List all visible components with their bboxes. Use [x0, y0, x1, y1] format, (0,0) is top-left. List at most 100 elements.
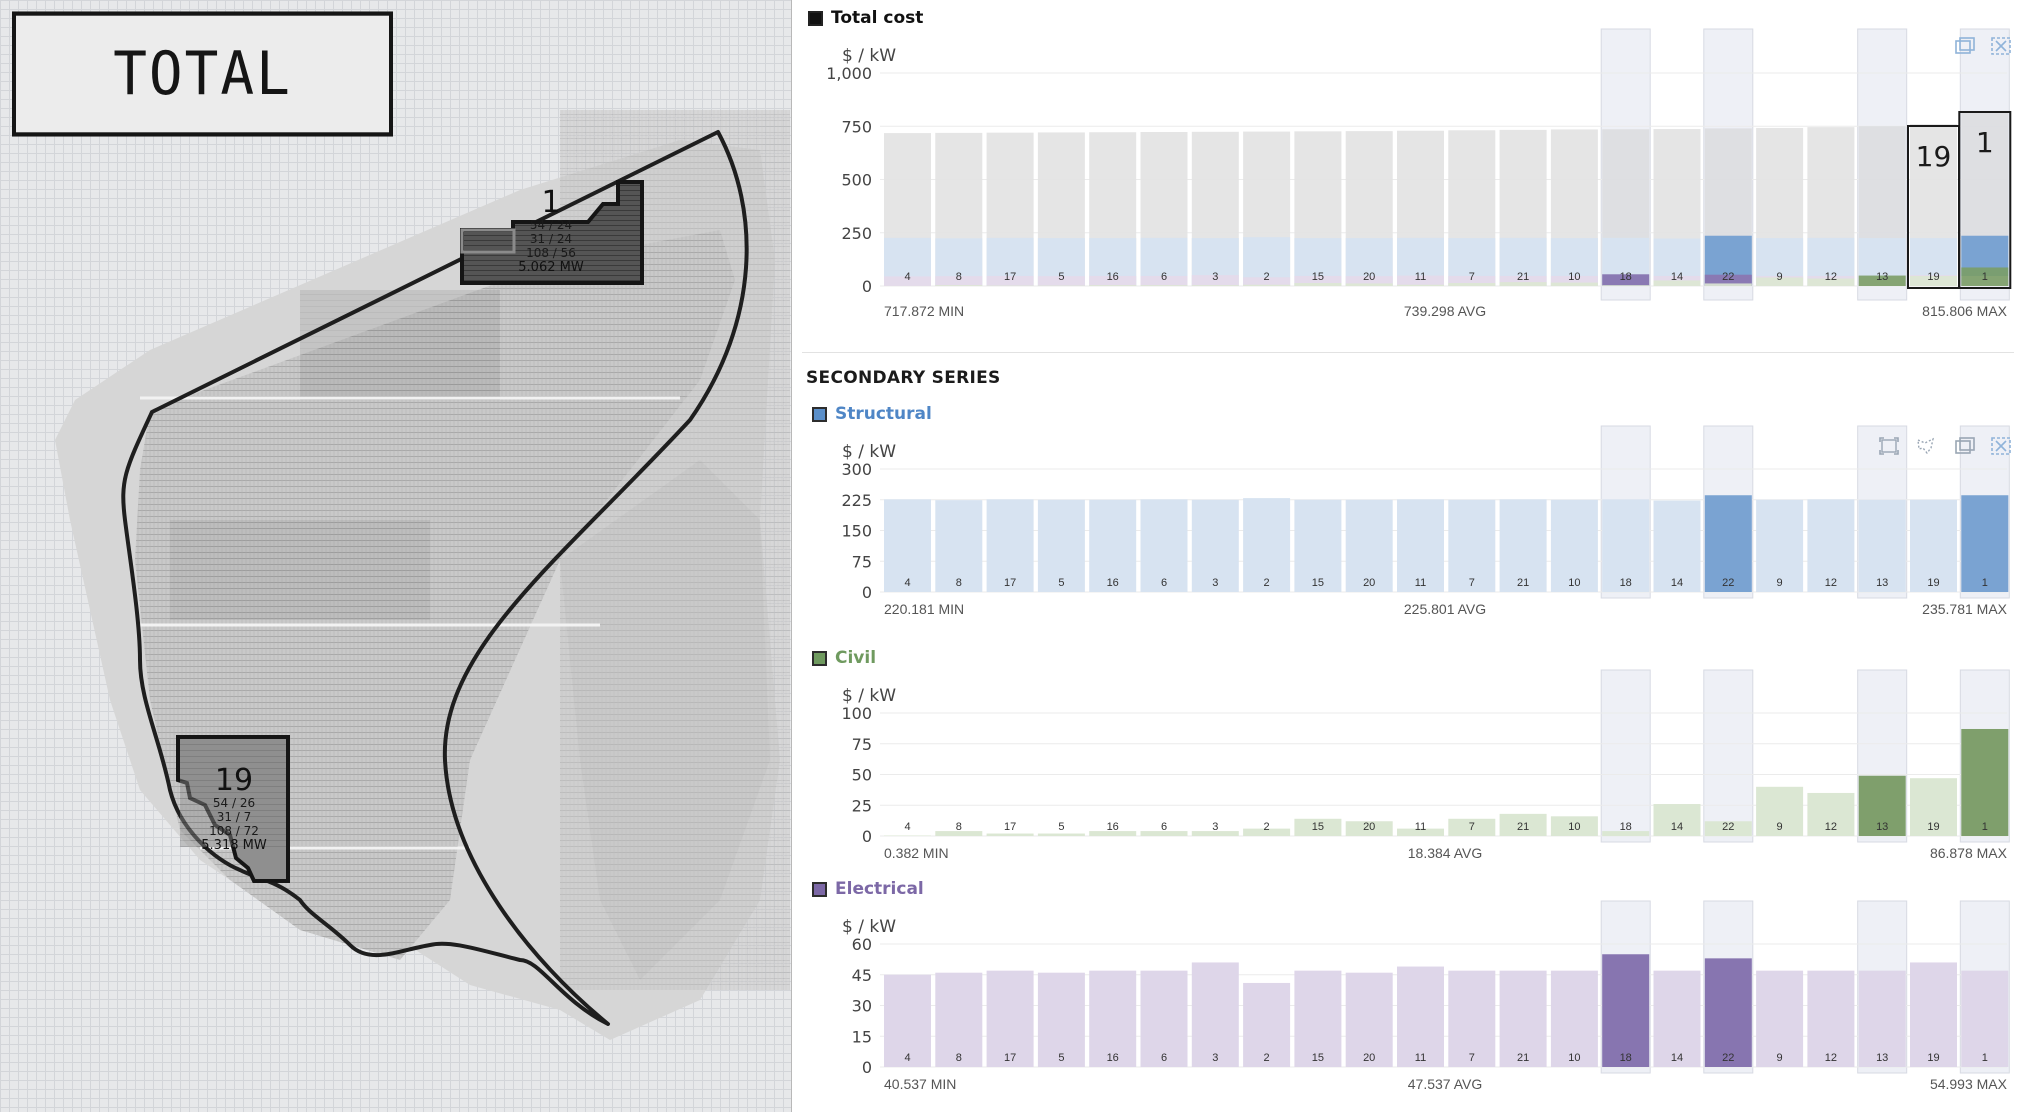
electrical-bar[interactable]	[1448, 970, 1496, 1067]
electrical-bar[interactable]	[1653, 970, 1701, 1067]
structural-bar[interactable]	[1089, 499, 1137, 592]
electrical-bar[interactable]	[1858, 970, 1906, 1067]
electrical-bar[interactable]	[935, 972, 983, 1067]
site-map[interactable]: TOTAL 1 54 / 24 31 / 24 108 / 56 5.062 M…	[0, 0, 792, 1112]
structural-bar[interactable]	[884, 499, 931, 592]
block-1-area[interactable]	[460, 180, 644, 285]
civil-chart[interactable]: $ / kW 0 25 50 75 100 4 8 17 5 16 6 3 2 15 20 11 7 21 10 18 1…	[792, 664, 2022, 864]
civil-bar[interactable]	[1140, 831, 1188, 836]
electrical-segment	[1550, 275, 1598, 286]
block-callout-label: 1	[1976, 126, 1994, 159]
structural-legend[interactable]: Structural	[812, 404, 932, 424]
civil-bar[interactable]	[1910, 778, 1957, 836]
civil-bar[interactable]	[1397, 828, 1444, 836]
electrical-bar[interactable]	[1140, 970, 1188, 1067]
structural-bar[interactable]	[1140, 499, 1188, 592]
structural-bar[interactable]	[986, 499, 1034, 592]
electrical-bar[interactable]	[1704, 958, 1752, 1067]
civil-category-label: 22	[1722, 821, 1734, 833]
structural-chart[interactable]: $ / kW 0 75 150 225 300 4 8 17 5 16 6 3 2 15 20 11 7 21 10 1…	[792, 420, 2022, 620]
civil-bar[interactable]	[1294, 818, 1342, 836]
fit-extent-icon[interactable]	[1878, 436, 1900, 456]
lasso-icon[interactable]	[1915, 436, 1937, 456]
block-callout-frame[interactable]	[1958, 111, 2012, 289]
electrical-bar[interactable]	[1243, 982, 1291, 1067]
electrical-bar[interactable]	[1499, 970, 1547, 1067]
structural-bar[interactable]	[1704, 495, 1752, 592]
civil-bar[interactable]	[1191, 831, 1239, 836]
civil-bar[interactable]	[1550, 816, 1598, 836]
window-icon[interactable]	[1954, 36, 1976, 56]
structural-bar[interactable]	[1345, 499, 1393, 592]
electrical-bar[interactable]	[884, 974, 931, 1067]
electrical-bar[interactable]	[1602, 954, 1650, 1067]
civil-legend[interactable]: Civil	[812, 648, 876, 668]
structural-bar[interactable]	[1602, 499, 1650, 592]
electrical-bar[interactable]	[1550, 970, 1598, 1067]
total-cost-category-label: 10	[1568, 271, 1580, 283]
structural-bar[interactable]	[1243, 498, 1291, 592]
civil-bar[interactable]	[1704, 821, 1752, 836]
civil-highlight-column[interactable]	[1600, 669, 1651, 843]
civil-bar[interactable]	[1243, 828, 1291, 836]
electrical-bar[interactable]	[1756, 970, 1804, 1067]
structural-bar[interactable]	[1910, 499, 1957, 592]
close-box-icon-secondary[interactable]	[1990, 436, 2012, 456]
structural-bar[interactable]	[1448, 499, 1496, 592]
electrical-bar[interactable]	[1807, 970, 1855, 1067]
civil-y-tick-label: 0	[862, 827, 872, 846]
total-cost-swatch[interactable]	[808, 10, 823, 26]
electrical-unit-label: $ / kW	[842, 917, 896, 937]
civil-bar[interactable]	[1602, 831, 1650, 836]
electrical-segment	[1602, 274, 1650, 286]
electrical-bar[interactable]	[1089, 970, 1137, 1067]
structural-bar[interactable]	[1294, 499, 1342, 592]
civil-bar[interactable]	[986, 833, 1034, 836]
structural-bar[interactable]	[1037, 499, 1085, 592]
civil-bar[interactable]	[1037, 833, 1085, 836]
civil-bar[interactable]	[1807, 792, 1855, 836]
civil-bar[interactable]	[1345, 821, 1393, 836]
electrical-swatch[interactable]	[812, 881, 827, 897]
window-icon-secondary[interactable]	[1954, 436, 1976, 456]
civil-bar[interactable]	[1448, 818, 1496, 836]
electrical-bar[interactable]	[1191, 962, 1239, 1067]
electrical-legend[interactable]: Electrical	[812, 879, 924, 899]
total-cost-legend[interactable]: Total cost	[808, 8, 923, 28]
structural-bar[interactable]	[1807, 499, 1855, 592]
civil-bar[interactable]	[1756, 786, 1804, 836]
structural-bar[interactable]	[1397, 499, 1444, 592]
electrical-bar[interactable]	[986, 970, 1034, 1067]
civil-bar[interactable]	[935, 831, 983, 836]
electrical-bar[interactable]	[1910, 962, 1957, 1067]
civil-bar[interactable]	[1089, 831, 1137, 836]
close-box-icon[interactable]	[1990, 36, 2012, 56]
electrical-bar[interactable]	[1345, 972, 1393, 1067]
structural-bar[interactable]	[1550, 499, 1598, 592]
total-cost-category-label: 8	[956, 271, 962, 283]
civil-bar[interactable]	[1858, 775, 1906, 836]
structural-bar[interactable]	[935, 500, 983, 592]
structural-bar[interactable]	[1961, 495, 2009, 592]
electrical-max-label: 54.993 MAX	[1930, 1076, 2008, 1092]
structural-bar[interactable]	[1191, 499, 1239, 592]
civil-bar[interactable]	[1499, 813, 1547, 836]
electrical-bar[interactable]	[1037, 972, 1085, 1067]
structural-bar[interactable]	[1756, 499, 1804, 592]
civil-highlight-column[interactable]	[1703, 669, 1754, 843]
electrical-bar[interactable]	[1397, 966, 1444, 1067]
structural-bar[interactable]	[1499, 499, 1547, 592]
civil-swatch[interactable]	[812, 650, 827, 666]
electrical-bar[interactable]	[1294, 970, 1342, 1067]
site-map-canvas[interactable]	[0, 0, 791, 1112]
civil-bar[interactable]	[1653, 804, 1701, 836]
civil-bar[interactable]	[1961, 728, 2009, 836]
structural-category-label: 15	[1312, 577, 1324, 589]
electrical-bar[interactable]	[1961, 970, 2009, 1067]
structural-bar[interactable]	[1653, 500, 1701, 592]
structural-swatch[interactable]	[812, 406, 827, 422]
structural-category-label: 4	[904, 577, 910, 589]
structural-bar[interactable]	[1858, 499, 1906, 592]
